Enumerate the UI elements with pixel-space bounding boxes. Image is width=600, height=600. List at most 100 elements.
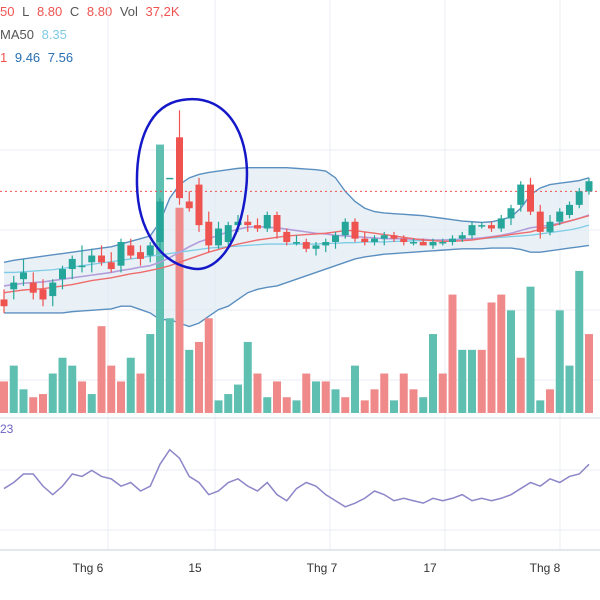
volume-bar <box>146 334 155 413</box>
volume-bar <box>390 400 398 413</box>
x-tick-label: Thg 7 <box>307 561 338 575</box>
candle-body <box>254 225 261 229</box>
candle-body <box>68 258 76 270</box>
candle-body <box>322 242 330 246</box>
volume-bar <box>87 394 96 413</box>
candle-body <box>10 282 18 290</box>
candle-body <box>410 242 417 244</box>
volume-bar <box>507 310 515 413</box>
candle-body <box>39 289 47 300</box>
volume-bar <box>448 294 457 413</box>
candle-body <box>585 181 593 192</box>
legend-low-value: 8.80 <box>36 4 63 19</box>
candle-body <box>127 245 135 256</box>
candle-body <box>536 211 544 232</box>
candle-body <box>361 238 369 243</box>
legend-vol-label: Vol <box>119 4 138 19</box>
volume-bar <box>68 365 77 413</box>
volume-bar <box>575 270 584 413</box>
candle-body <box>273 215 281 232</box>
volume-bar <box>185 349 194 413</box>
candle-body <box>312 245 320 249</box>
volume-bar <box>458 349 467 413</box>
volume-bar <box>302 373 311 413</box>
x-tick-label: 17 <box>423 561 437 575</box>
candle-body <box>283 231 291 243</box>
volume-bar <box>380 373 389 413</box>
volume-bar <box>78 381 86 413</box>
candle-body <box>156 201 164 243</box>
volume-bar <box>204 318 213 413</box>
oscillator-legend: 23 <box>0 422 17 436</box>
candle-body <box>20 272 27 280</box>
candle-body <box>449 238 456 243</box>
volume-bar <box>195 341 203 413</box>
volume-bar <box>341 397 350 413</box>
candle-body <box>98 255 105 263</box>
candle-body <box>419 242 427 246</box>
candle-body <box>78 265 86 268</box>
candle-body <box>429 242 437 246</box>
candle-body <box>88 255 96 263</box>
candle-body <box>341 221 349 236</box>
volume-bar <box>477 349 486 413</box>
candle-body <box>263 215 271 229</box>
ohlc-legend: 50 L 8.80 C 8.80 Vol 37,2K <box>0 4 184 19</box>
volume-bar <box>497 294 506 413</box>
volume-bar <box>156 144 164 413</box>
volume-bar <box>526 286 535 413</box>
volume-bar <box>253 373 262 413</box>
candle-body <box>49 282 57 297</box>
volume-bar <box>536 400 545 413</box>
candle-body <box>117 242 125 266</box>
volume-bar <box>214 400 223 413</box>
volume-bar <box>419 397 428 413</box>
volume-bar <box>468 349 476 413</box>
legend-oscillator-label: 23 <box>0 422 14 436</box>
volume-bar <box>360 400 369 413</box>
volume-bar <box>234 384 242 413</box>
candle-body <box>351 221 359 239</box>
candle-body <box>107 262 115 270</box>
volume-bar <box>107 365 116 413</box>
candle-body <box>507 208 515 219</box>
x-tick-label: Thg 6 <box>73 561 104 575</box>
volume-bar <box>399 373 408 413</box>
volume-bar <box>282 397 291 413</box>
legend-bb-lower: 7.56 <box>47 50 74 65</box>
volume-bar <box>555 310 564 413</box>
legend-ma50-value: 8.35 <box>41 27 67 42</box>
candle-body <box>59 269 66 280</box>
candle-body <box>575 191 583 205</box>
candle-body <box>224 225 232 243</box>
volume-bar <box>29 397 38 413</box>
candle-body <box>517 184 525 205</box>
candle-body <box>234 221 242 226</box>
volume-bar <box>273 381 281 413</box>
candle-body <box>478 225 486 227</box>
candle-body <box>380 235 388 239</box>
candle-body <box>137 252 144 259</box>
candle-body <box>293 242 300 244</box>
candle-body <box>527 184 534 212</box>
volume-bar <box>516 357 525 413</box>
bb-legend: 1 9.46 7.56 <box>0 50 77 65</box>
volume-bar <box>9 365 18 413</box>
candle-body <box>439 242 447 244</box>
candle-body <box>332 235 339 243</box>
legend-open-tail: 50 <box>0 4 15 19</box>
x-tick-label: 15 <box>188 561 202 575</box>
candle-body <box>176 137 183 199</box>
bollinger-lower-line <box>4 244 590 328</box>
volume-bar <box>292 400 301 413</box>
volume-bar <box>351 365 359 413</box>
candle-body <box>556 211 564 222</box>
oscillator-line <box>3 448 590 508</box>
volume-bar <box>0 381 8 413</box>
candle-body <box>185 201 193 209</box>
candle-body <box>400 238 408 243</box>
volume-bar <box>224 394 233 413</box>
volume-bar <box>409 389 418 413</box>
legend-vol-value: 37,2K <box>145 4 180 19</box>
